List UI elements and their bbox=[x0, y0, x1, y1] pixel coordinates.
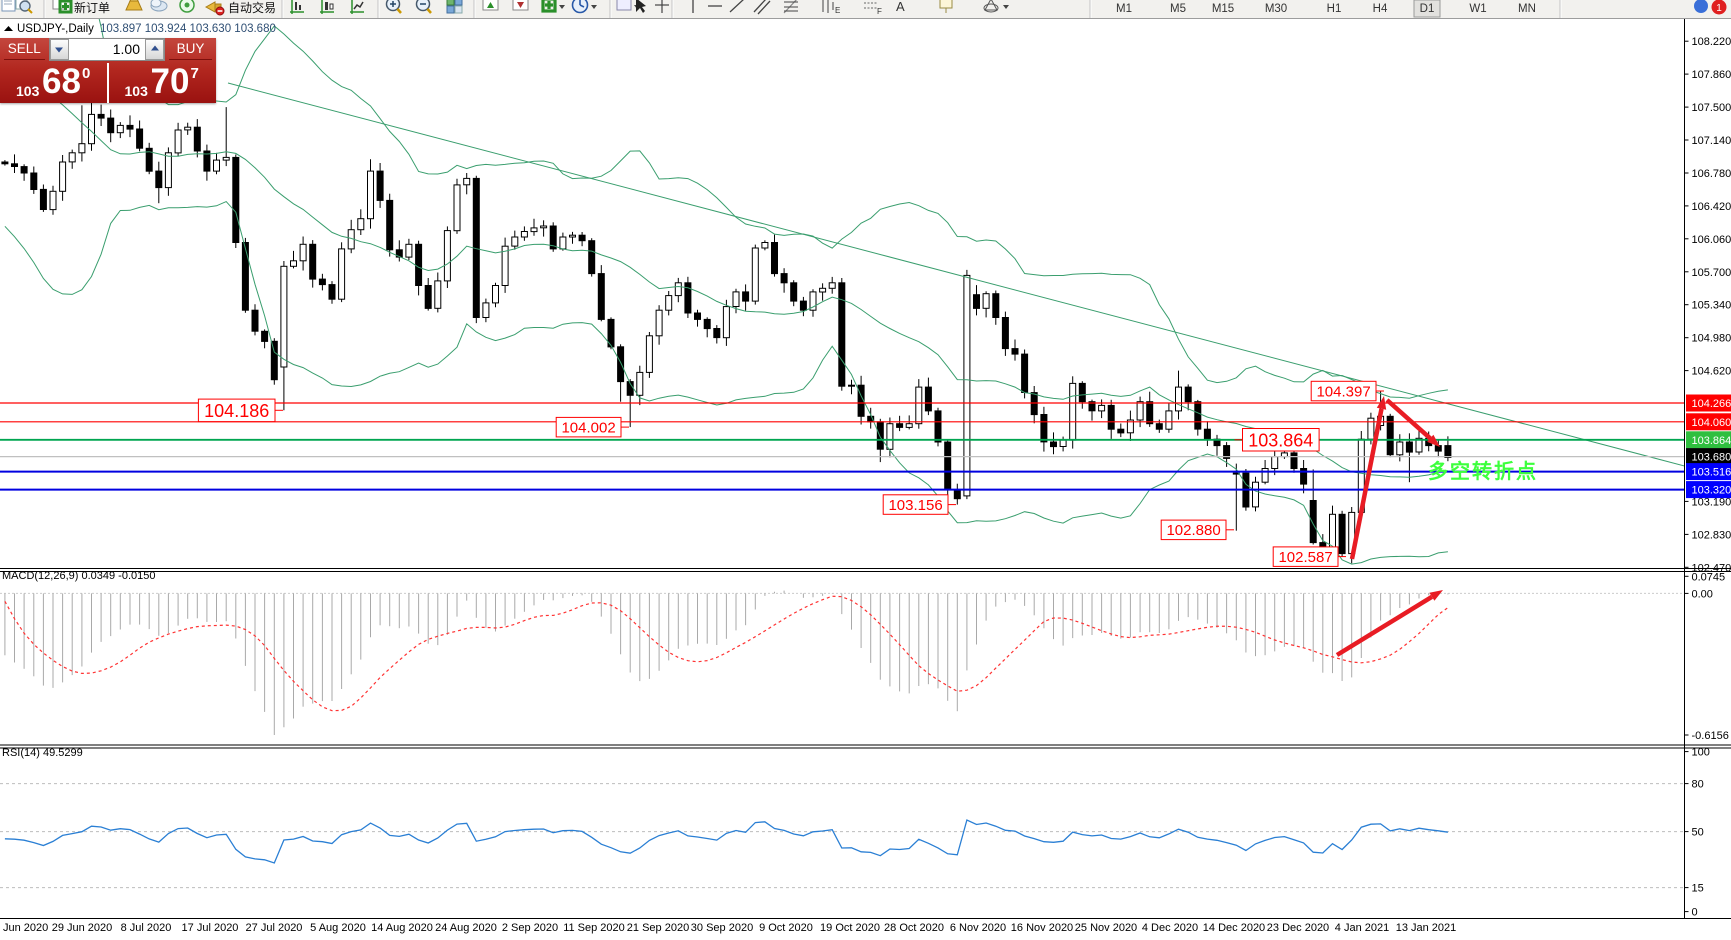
svg-text:6 Nov 2020: 6 Nov 2020 bbox=[950, 922, 1006, 934]
svg-text:106.780: 106.780 bbox=[1692, 168, 1731, 180]
svg-text:107.860: 107.860 bbox=[1692, 69, 1731, 81]
svg-text:106.060: 106.060 bbox=[1692, 234, 1731, 246]
svg-text:104.397: 104.397 bbox=[1316, 383, 1370, 400]
svg-text:多空转折点: 多空转折点 bbox=[1428, 459, 1538, 483]
svg-text:E: E bbox=[835, 6, 840, 15]
svg-text:MN: MN bbox=[1518, 3, 1536, 15]
svg-text:103.864: 103.864 bbox=[1692, 435, 1731, 447]
svg-text:14 Dec 2020: 14 Dec 2020 bbox=[1203, 922, 1265, 934]
svg-text:103.680: 103.680 bbox=[1692, 452, 1731, 464]
svg-text:102.587: 102.587 bbox=[1278, 549, 1332, 566]
svg-text:102.470: 102.470 bbox=[1692, 562, 1731, 574]
svg-text:103.156: 103.156 bbox=[888, 497, 942, 514]
svg-text:104.186: 104.186 bbox=[204, 401, 269, 421]
svg-text:27 Jul 2020: 27 Jul 2020 bbox=[246, 922, 303, 934]
svg-text:9 Oct 2020: 9 Oct 2020 bbox=[759, 922, 813, 934]
svg-text:50: 50 bbox=[1692, 827, 1704, 839]
svg-text:1: 1 bbox=[1716, 3, 1722, 14]
svg-text:2 Sep 2020: 2 Sep 2020 bbox=[502, 922, 558, 934]
svg-text:107.500: 107.500 bbox=[1692, 102, 1731, 114]
svg-text:21 Sep 2020: 21 Sep 2020 bbox=[627, 922, 689, 934]
svg-text:M15: M15 bbox=[1212, 3, 1234, 15]
svg-text:30 Sep 2020: 30 Sep 2020 bbox=[691, 922, 753, 934]
svg-text:104.980: 104.980 bbox=[1692, 333, 1731, 345]
svg-text:自动交易: 自动交易 bbox=[228, 0, 276, 15]
svg-text:105.700: 105.700 bbox=[1692, 267, 1731, 279]
svg-text:106.420: 106.420 bbox=[1692, 201, 1731, 213]
svg-text:24 Aug 2020: 24 Aug 2020 bbox=[435, 922, 497, 934]
svg-text:4 Dec 2020: 4 Dec 2020 bbox=[1142, 922, 1198, 934]
svg-text:11 Sep 2020: 11 Sep 2020 bbox=[563, 922, 625, 934]
svg-text:MACD(12,26,9) 0.0349 -0.0150: MACD(12,26,9) 0.0349 -0.0150 bbox=[2, 570, 155, 582]
svg-text:0.0745: 0.0745 bbox=[1692, 571, 1726, 583]
svg-text:102.880: 102.880 bbox=[1166, 522, 1220, 539]
svg-text:105.340: 105.340 bbox=[1692, 300, 1731, 312]
svg-text:F: F bbox=[877, 7, 882, 16]
svg-text:19 Jun 2020: 19 Jun 2020 bbox=[0, 922, 48, 934]
svg-text:M1: M1 bbox=[1116, 3, 1132, 15]
svg-text:103.516: 103.516 bbox=[1692, 467, 1731, 479]
svg-text:28 Oct 2020: 28 Oct 2020 bbox=[884, 922, 944, 934]
svg-text:103.864: 103.864 bbox=[1248, 430, 1313, 450]
svg-text:8 Jul 2020: 8 Jul 2020 bbox=[121, 922, 172, 934]
svg-text:23 Dec 2020: 23 Dec 2020 bbox=[1267, 922, 1329, 934]
svg-text:103.190: 103.190 bbox=[1692, 496, 1731, 508]
svg-text:19 Oct 2020: 19 Oct 2020 bbox=[820, 922, 880, 934]
svg-text:80: 80 bbox=[1692, 779, 1704, 791]
svg-text:17 Jul 2020: 17 Jul 2020 bbox=[182, 922, 239, 934]
svg-text:USDJPY-,Daily: USDJPY-,Daily bbox=[17, 23, 94, 35]
svg-text:100: 100 bbox=[1692, 747, 1710, 759]
svg-text:RSI(14) 49.5299: RSI(14) 49.5299 bbox=[2, 747, 83, 759]
svg-text:0: 0 bbox=[1692, 907, 1698, 919]
svg-text:A: A bbox=[896, 0, 905, 14]
svg-text:M30: M30 bbox=[1265, 3, 1287, 15]
svg-text:108.220: 108.220 bbox=[1692, 36, 1731, 48]
svg-text:107.140: 107.140 bbox=[1692, 135, 1731, 147]
svg-text:5 Aug 2020: 5 Aug 2020 bbox=[310, 922, 366, 934]
svg-text:104.002: 104.002 bbox=[561, 420, 615, 437]
svg-text:新订单: 新订单 bbox=[74, 0, 110, 15]
svg-text:104.060: 104.060 bbox=[1692, 417, 1731, 429]
svg-text:D1: D1 bbox=[1420, 3, 1435, 15]
svg-text:104.620: 104.620 bbox=[1692, 366, 1731, 378]
svg-text:14 Aug 2020: 14 Aug 2020 bbox=[371, 922, 433, 934]
svg-text:103.320: 103.320 bbox=[1692, 485, 1731, 497]
svg-text:W1: W1 bbox=[1469, 3, 1486, 15]
svg-text:25 Nov 2020: 25 Nov 2020 bbox=[1075, 922, 1137, 934]
svg-text:16 Nov 2020: 16 Nov 2020 bbox=[1011, 922, 1073, 934]
svg-text:-0.6156: -0.6156 bbox=[1692, 730, 1729, 742]
svg-text:15: 15 bbox=[1692, 883, 1704, 895]
svg-text:13 Jan 2021: 13 Jan 2021 bbox=[1396, 922, 1457, 934]
svg-text:103.897 103.924 103.630 103.68: 103.897 103.924 103.630 103.680 bbox=[100, 23, 276, 35]
svg-text:102.830: 102.830 bbox=[1692, 529, 1731, 541]
svg-text:0.00: 0.00 bbox=[1692, 588, 1713, 600]
svg-text:104.266: 104.266 bbox=[1692, 398, 1731, 410]
svg-text:H4: H4 bbox=[1373, 3, 1388, 15]
svg-text:H1: H1 bbox=[1327, 3, 1342, 15]
svg-text:M5: M5 bbox=[1170, 3, 1186, 15]
svg-text:4 Jan 2021: 4 Jan 2021 bbox=[1335, 922, 1389, 934]
svg-text:29 Jun 2020: 29 Jun 2020 bbox=[52, 922, 113, 934]
